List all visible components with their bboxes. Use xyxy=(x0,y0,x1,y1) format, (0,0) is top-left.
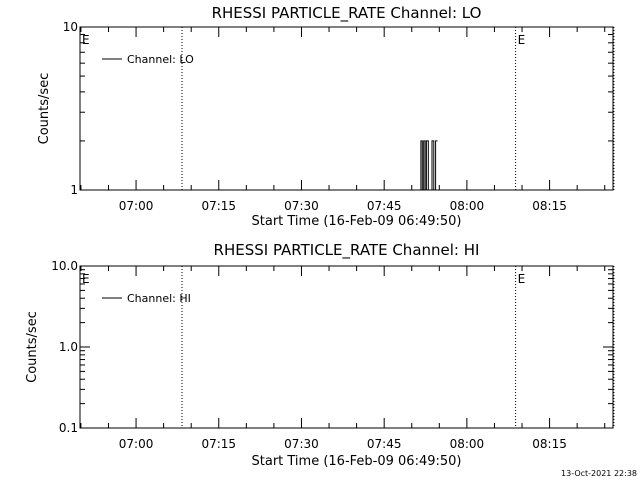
event-marker-0-0: E xyxy=(82,33,90,47)
plot-frame-0 xyxy=(79,26,614,191)
x-tick-label-1: 08:00 xyxy=(450,437,485,451)
chart-title-1: RHESSI PARTICLE_RATE Channel: HI xyxy=(214,241,480,260)
chart-title-0: RHESSI PARTICLE_RATE Channel: LO xyxy=(212,4,482,23)
x-tick-label-0: 08:15 xyxy=(532,199,567,213)
y-tick-label-1: 10.0 xyxy=(51,259,78,273)
series-line-0-0 xyxy=(419,140,438,191)
y-tick-label-1: 1.0 xyxy=(59,340,78,354)
legend-label-0: Channel: LO xyxy=(127,53,194,66)
footer-timestamp: 13-Oct-2021 22:38 xyxy=(561,469,637,478)
event-marker-0-1: E xyxy=(518,33,526,47)
x-tick-label-0: 07:15 xyxy=(201,199,236,213)
x-tick-label-1: 07:00 xyxy=(119,437,154,451)
x-tick-label-0: 07:30 xyxy=(284,199,319,213)
event-marker-1-0: E xyxy=(82,272,90,286)
x-tick-label-1: 08:15 xyxy=(532,437,567,451)
x-tick-label-1: 07:45 xyxy=(367,437,402,451)
x-tick-label-0: 07:00 xyxy=(119,199,154,213)
x-axis-label-1: Start Time (16-Feb-09 06:49:50) xyxy=(252,454,462,469)
y-axis-label-1: Counts/sec xyxy=(25,311,40,383)
y-tick-label-0: 1 xyxy=(70,183,78,197)
x-tick-label-0: 07:45 xyxy=(367,199,402,213)
y-tick-label-1: 0.1 xyxy=(59,421,78,435)
event-marker-1-1: E xyxy=(518,272,526,286)
x-tick-label-0: 08:00 xyxy=(450,199,485,213)
plot-frame-1 xyxy=(79,265,614,429)
x-tick-label-1: 07:15 xyxy=(201,437,236,451)
x-axis-label-0: Start Time (16-Feb-09 06:49:50) xyxy=(252,214,462,229)
y-tick-label-0: 10 xyxy=(63,20,78,34)
legend-label-1: Channel: HI xyxy=(127,292,191,305)
y-axis-label-0: Counts/sec xyxy=(37,73,52,145)
x-tick-label-1: 07:30 xyxy=(284,437,319,451)
